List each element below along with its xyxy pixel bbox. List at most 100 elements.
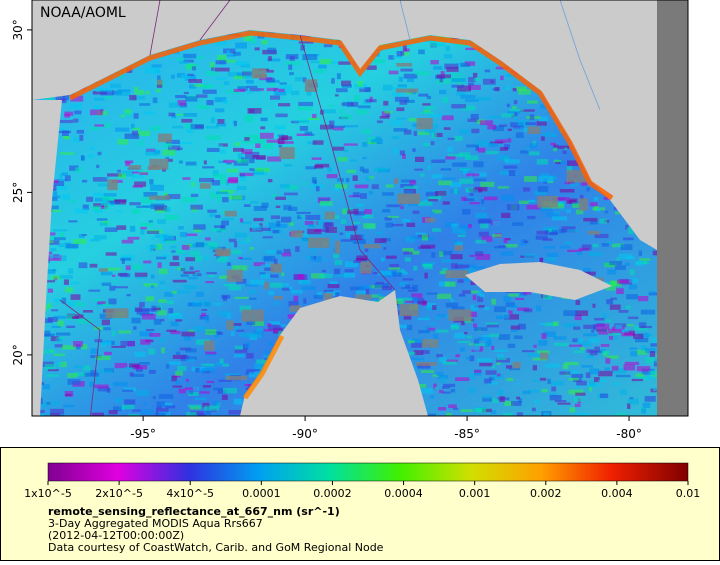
speckle: [179, 60, 189, 64]
speckle: [568, 389, 584, 395]
speckle: [246, 369, 260, 372]
speckle: [352, 175, 358, 181]
speckle: [169, 245, 177, 249]
speckle: [188, 392, 199, 396]
speckle: [634, 337, 649, 343]
speckle: [606, 241, 613, 245]
speckle: [194, 270, 200, 273]
speckle: [429, 114, 443, 118]
speckle: [139, 302, 145, 308]
speckle: [628, 284, 637, 290]
speckle: [402, 154, 406, 159]
speckle: [276, 220, 281, 227]
speckle: [159, 234, 174, 240]
speckle: [567, 249, 583, 253]
speckle: [64, 175, 71, 182]
speckle: [474, 369, 482, 373]
speckle: [509, 108, 524, 112]
speckle: [183, 285, 197, 290]
speckle: [39, 413, 45, 416]
speckle: [442, 386, 450, 389]
speckle: [616, 288, 624, 295]
speckle: [166, 329, 177, 332]
speckle: [537, 350, 550, 354]
speckle: [566, 200, 577, 204]
speckle: [43, 236, 57, 240]
speckle: [466, 356, 472, 360]
speckle: [233, 120, 237, 127]
speckle: [399, 100, 408, 105]
speckle: [492, 233, 502, 238]
speckle: [458, 293, 466, 297]
speckle: [565, 370, 580, 374]
speckle: [213, 225, 225, 228]
speckle: [50, 195, 61, 199]
speckle: [129, 372, 134, 377]
speckle: [128, 414, 140, 416]
no-data: [241, 309, 264, 322]
speckle: [73, 137, 81, 143]
speckle: [474, 343, 489, 346]
speckle: [543, 412, 550, 416]
speckle: [278, 230, 283, 234]
speckle: [429, 322, 436, 326]
speckle: [454, 135, 463, 141]
speckle: [89, 147, 95, 150]
speckle: [518, 89, 531, 95]
speckle: [61, 345, 76, 350]
speckle: [56, 362, 62, 366]
speckle: [94, 209, 103, 213]
speckle: [267, 321, 281, 325]
speckle: [93, 203, 108, 208]
speckle: [451, 78, 466, 82]
speckle: [297, 215, 302, 220]
speckle: [425, 236, 435, 241]
speckle: [302, 77, 307, 83]
speckle: [506, 378, 514, 382]
speckle: [239, 305, 252, 312]
speckle: [278, 141, 294, 144]
speckle: [157, 219, 166, 224]
speckle: [110, 83, 122, 89]
credit-box: [36, 3, 132, 21]
speckle: [540, 207, 552, 213]
speckle: [415, 156, 425, 162]
speckle: [105, 252, 117, 256]
speckle: [591, 329, 595, 333]
speckle: [421, 413, 436, 416]
speckle: [432, 333, 439, 339]
speckle: [496, 358, 510, 363]
speckle: [576, 209, 584, 215]
speckle: [369, 191, 373, 195]
speckle: [469, 202, 480, 205]
speckle: [120, 257, 131, 261]
speckle: [313, 220, 317, 226]
speckle: [97, 151, 102, 156]
speckle: [452, 162, 467, 167]
speckle: [461, 196, 467, 201]
no-data: [149, 158, 169, 170]
speckle: [131, 208, 141, 215]
speckle: [236, 185, 247, 191]
speckle: [408, 296, 418, 303]
no-data: [393, 178, 399, 184]
speckle: [568, 377, 579, 381]
speckle: [594, 317, 605, 321]
speckle: [592, 303, 596, 308]
speckle: [323, 289, 334, 292]
speckle: [464, 155, 479, 160]
land-north: [32, 0, 657, 250]
speckle: [641, 345, 647, 351]
speckle: [288, 63, 293, 70]
speckle: [496, 362, 501, 365]
speckle: [204, 255, 209, 261]
speckle: [245, 134, 260, 140]
speckle: [279, 85, 293, 91]
speckle: [498, 334, 510, 340]
speckle: [35, 401, 48, 407]
speckle: [641, 408, 647, 414]
speckle: [470, 114, 479, 120]
speckle: [108, 298, 117, 305]
speckle: [436, 371, 444, 376]
speckle: [206, 380, 215, 383]
